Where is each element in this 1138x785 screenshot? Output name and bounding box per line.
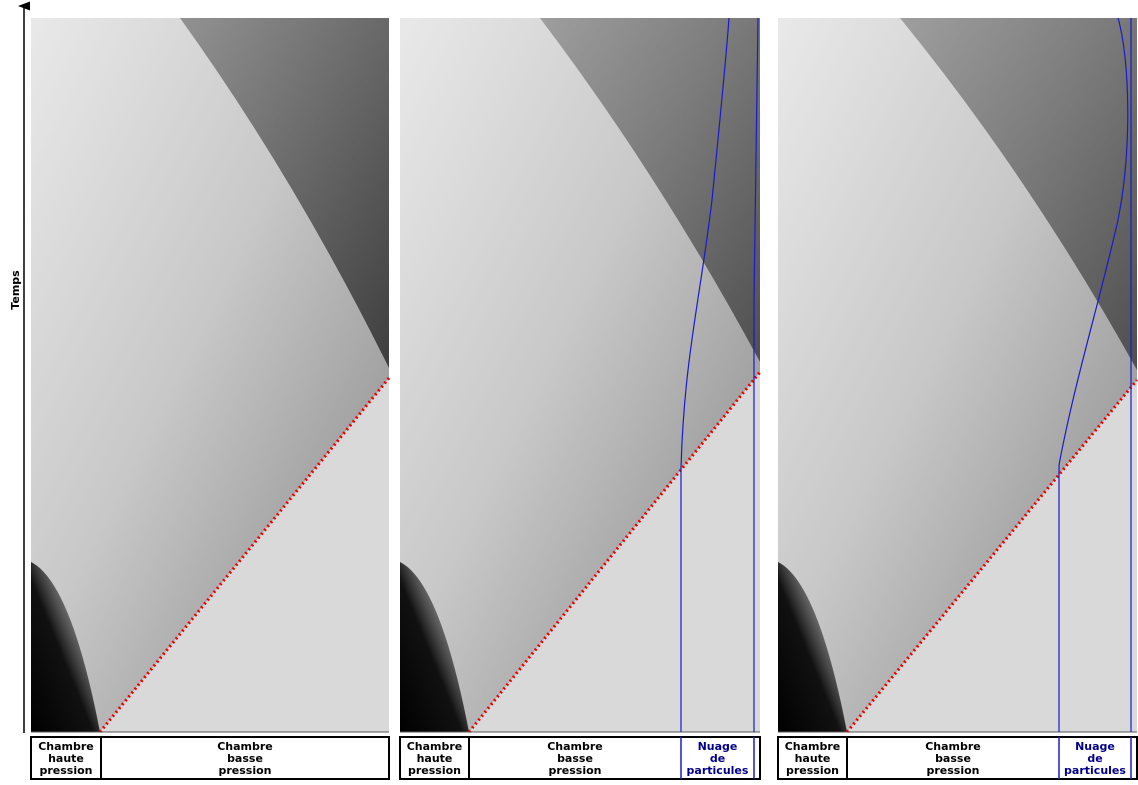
cell-label: haute xyxy=(795,752,831,765)
cell-label: Chambre xyxy=(785,740,841,753)
corner-region xyxy=(400,562,469,732)
cell-label: Chambre xyxy=(407,740,463,753)
cell-label: Chambre xyxy=(547,740,603,753)
cell-label: pression xyxy=(39,764,92,777)
cell-label: Chambre xyxy=(217,740,273,753)
dark-region xyxy=(180,18,389,368)
cell-label: haute xyxy=(417,752,453,765)
cell-label: basse xyxy=(557,752,593,765)
label-box xyxy=(399,736,761,780)
cell-label: de xyxy=(1087,752,1102,765)
cell-label: Nuage xyxy=(698,740,738,753)
shock-line xyxy=(845,379,1138,733)
undisturbed-region xyxy=(100,378,389,732)
label-box xyxy=(30,736,390,780)
cell-label: Nuage xyxy=(1075,740,1115,753)
cell-label: particules xyxy=(1064,764,1126,777)
cell-label: pression xyxy=(786,764,839,777)
cell-label: haute xyxy=(48,752,84,765)
particle-boundary xyxy=(1058,17,1129,732)
shock-line xyxy=(98,377,391,733)
cell-label: basse xyxy=(935,752,971,765)
corner-region xyxy=(778,562,847,732)
particle-boundary xyxy=(680,17,730,732)
axis-label: Temps xyxy=(9,270,22,310)
dark-region xyxy=(540,18,760,362)
corner-region xyxy=(31,562,100,732)
cell-label: Chambre xyxy=(38,740,94,753)
cell-label: particules xyxy=(687,764,749,777)
cell-label: pression xyxy=(548,764,601,777)
particle-boundary xyxy=(753,17,759,732)
cell-label: Chambre xyxy=(925,740,981,753)
shock-line xyxy=(467,371,762,733)
cell-label: pression xyxy=(408,764,461,777)
dark-region xyxy=(900,18,1137,370)
cell-label: pression xyxy=(218,764,271,777)
cell-label: de xyxy=(710,752,725,765)
label-box xyxy=(777,736,1138,780)
cell-label: basse xyxy=(227,752,263,765)
undisturbed-region xyxy=(847,380,1137,732)
cell-label: pression xyxy=(926,764,979,777)
